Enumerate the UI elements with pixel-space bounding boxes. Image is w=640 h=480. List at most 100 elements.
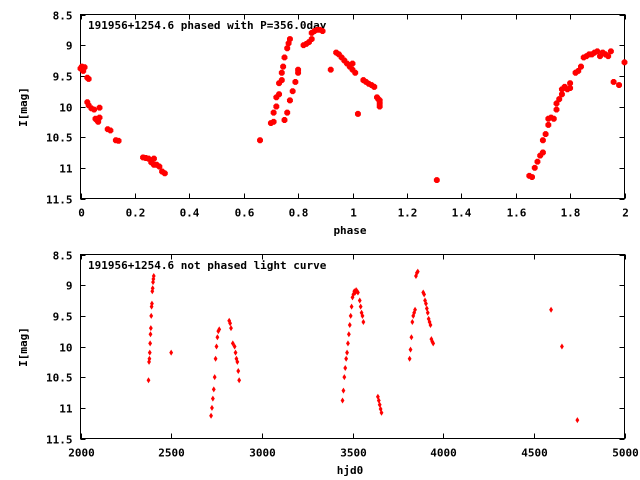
unphased-data-point bbox=[349, 303, 354, 310]
phased-data-point bbox=[567, 85, 574, 92]
unphased-data-point bbox=[228, 320, 233, 327]
phased-data-point bbox=[257, 137, 263, 144]
unphased-data-point bbox=[376, 397, 381, 404]
unphased-data-point bbox=[210, 404, 214, 411]
unphased-data-point bbox=[350, 294, 355, 301]
phased-x-axis: 0 0.2 0.4 0.6 0.8 1 1.2 1.4 1.6 1.8 2 bbox=[78, 14, 629, 220]
phased-data-point bbox=[156, 163, 163, 170]
phased-data-point bbox=[278, 69, 285, 76]
unphased-y-tick-label: 11 bbox=[59, 403, 73, 416]
unphased-data-point bbox=[356, 289, 360, 296]
unphased-data-point bbox=[408, 346, 413, 353]
unphased-data-point bbox=[379, 409, 384, 416]
phased-data-point bbox=[545, 121, 552, 128]
unphased-data-point bbox=[423, 297, 427, 304]
phased-y-tick-label: 11.5 bbox=[46, 194, 73, 207]
phased-data-point bbox=[327, 66, 334, 73]
unphased-data-point bbox=[346, 331, 351, 338]
unphased-data-point bbox=[375, 393, 380, 400]
unphased-data-point bbox=[237, 377, 242, 384]
phased-data-point bbox=[539, 137, 546, 144]
phased-data-point bbox=[534, 158, 541, 165]
unphased-data-point bbox=[147, 355, 152, 362]
phased-data-point bbox=[616, 82, 623, 88]
unphased-x-tick-label: 2500 bbox=[158, 447, 185, 460]
unphased-data-point bbox=[149, 312, 154, 319]
phased-y-axis: 8.5 9 9.5 10 10.5 11 11.5 bbox=[46, 10, 625, 207]
unphased-data-point bbox=[146, 377, 151, 384]
phased-data-point bbox=[594, 48, 601, 55]
phased-data-point bbox=[289, 88, 296, 95]
unphased-data-point bbox=[234, 355, 239, 362]
phased-data-point bbox=[286, 36, 293, 42]
phased-data-point bbox=[270, 109, 277, 116]
phased-data-point bbox=[371, 83, 378, 90]
phased-data-point bbox=[91, 106, 98, 113]
phased-data-point bbox=[295, 66, 302, 73]
phased-data-point bbox=[284, 109, 291, 116]
phased-y-tick-label: 9.5 bbox=[53, 71, 73, 84]
phased-data-point bbox=[376, 103, 383, 110]
phased-data-point bbox=[81, 64, 88, 71]
unphased-data-point bbox=[412, 309, 417, 316]
unphased-data-point bbox=[346, 340, 350, 347]
unphased-data-point bbox=[215, 334, 220, 341]
unphased-y-tick-label: 10 bbox=[59, 342, 72, 355]
phased-plot-title: 191956+1254.6 phased with P=356.0day bbox=[88, 19, 327, 32]
phased-data-point bbox=[273, 103, 280, 110]
unphased-data-point bbox=[229, 325, 233, 332]
unphased-data-point bbox=[150, 300, 154, 307]
unphased-y-axis-label: I[mag] bbox=[17, 327, 30, 367]
unphased-data-point bbox=[235, 358, 240, 365]
unphased-data-point bbox=[360, 312, 365, 319]
phased-data-point bbox=[558, 91, 565, 98]
unphased-data-point bbox=[340, 397, 345, 404]
phased-y-axis-label: I[mag] bbox=[17, 87, 30, 127]
unphased-x-tick-label: 2000 bbox=[68, 447, 95, 460]
unphased-data-point bbox=[424, 300, 428, 307]
unphased-data-point bbox=[343, 364, 348, 371]
unphased-data-point bbox=[428, 322, 433, 329]
unphased-data-point bbox=[209, 412, 213, 419]
phased-data-point bbox=[270, 118, 277, 125]
unphased-data-point bbox=[378, 406, 383, 413]
phased-data-point bbox=[556, 96, 563, 103]
phased-data-point bbox=[542, 131, 549, 138]
unphased-data-point bbox=[211, 386, 216, 393]
phased-y-tick-label: 9 bbox=[66, 40, 73, 53]
unphased-y-tick-label: 9.5 bbox=[53, 311, 73, 324]
phased-data-point bbox=[107, 127, 114, 134]
phased-data-point bbox=[292, 79, 299, 85]
phased-y-tick-label: 10.5 bbox=[46, 132, 73, 145]
phased-data-point bbox=[553, 106, 560, 113]
unphased-y-tick-label: 11.5 bbox=[46, 434, 73, 447]
unphased-data-point bbox=[342, 374, 347, 381]
phased-data-point bbox=[567, 80, 574, 87]
unphased-data-point bbox=[148, 331, 153, 338]
phased-data-point bbox=[550, 115, 557, 122]
unphased-plot-frame bbox=[80, 254, 625, 439]
unphased-data-point bbox=[217, 326, 222, 333]
unphased-x-tick-label: 3500 bbox=[340, 447, 367, 460]
unphased-data-point bbox=[341, 387, 346, 394]
phased-data-point bbox=[319, 28, 326, 35]
phased-data-point bbox=[578, 63, 584, 70]
phased-data-point bbox=[531, 164, 538, 171]
unphased-data-point bbox=[236, 368, 241, 375]
unphased-data-point bbox=[410, 318, 415, 325]
phased-data-point bbox=[352, 69, 359, 76]
phased-x-tick-label: 1.8 bbox=[561, 207, 581, 220]
phased-x-tick-label: 0 bbox=[78, 207, 85, 220]
phased-plot-panel: 0 0.2 0.4 0.6 0.8 1 1.2 1.4 1.6 1.8 2 8.5 9 9.5 10 10.… bbox=[17, 10, 629, 238]
unphased-data-point bbox=[413, 306, 417, 313]
phased-x-axis-label: phase bbox=[333, 224, 366, 237]
phased-data-point bbox=[85, 75, 92, 82]
phased-x-tick-label: 1.6 bbox=[507, 207, 527, 220]
unphased-x-axis-label: hjd0 bbox=[337, 464, 364, 477]
unphased-y-axis: 8.5 9 9.5 10 10.5 11 11.5 bbox=[46, 250, 625, 447]
unphased-plot-title: 191956+1254.6 not phased light curve bbox=[88, 259, 327, 272]
unphased-y-tick-label: 10.5 bbox=[46, 372, 73, 385]
phased-data-point bbox=[621, 59, 628, 66]
unphased-data-point bbox=[422, 291, 427, 298]
